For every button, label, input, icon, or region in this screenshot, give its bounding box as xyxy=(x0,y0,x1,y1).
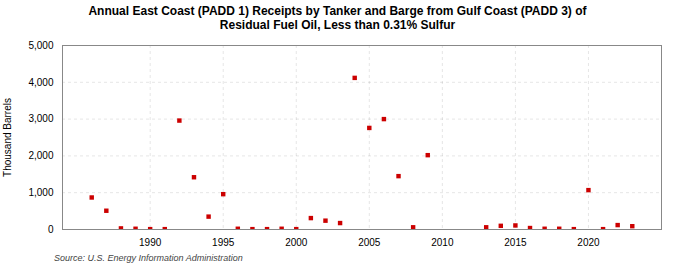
svg-text:2000: 2000 xyxy=(285,236,308,247)
svg-text:2020: 2020 xyxy=(577,236,600,247)
svg-text:1,000: 1,000 xyxy=(28,187,53,198)
svg-text:2005: 2005 xyxy=(358,236,381,247)
svg-text:4,000: 4,000 xyxy=(28,76,53,87)
svg-text:1990: 1990 xyxy=(139,236,162,247)
svg-text:0: 0 xyxy=(48,223,54,234)
svg-text:3,000: 3,000 xyxy=(28,113,53,124)
svg-text:2,000: 2,000 xyxy=(28,150,53,161)
svg-text:1995: 1995 xyxy=(212,236,235,247)
svg-text:Thousand Barrels: Thousand Barrels xyxy=(2,98,13,177)
svg-text:5,000: 5,000 xyxy=(28,39,53,50)
html-text:Annual East Coast (PADD 1) Rec: Annual East Coast (PADD 1) Receipts by T… xyxy=(88,4,587,33)
html-text:Source: U.S. Energy Informatio: Source: U.S. Energy Information Administ… xyxy=(54,252,243,263)
svg-text:2010: 2010 xyxy=(431,236,454,247)
svg-text:2015: 2015 xyxy=(504,236,527,247)
